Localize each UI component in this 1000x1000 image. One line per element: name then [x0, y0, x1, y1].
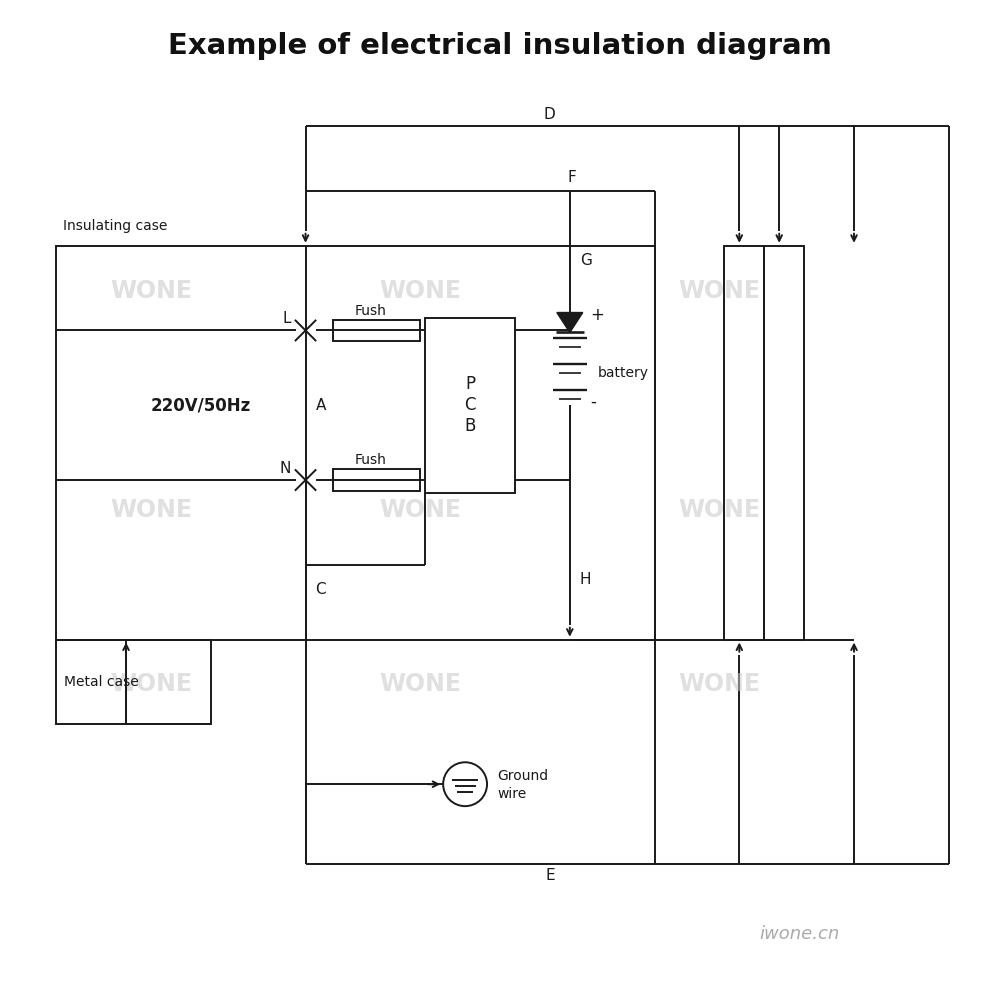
Text: Metal case: Metal case [64, 675, 139, 689]
Text: Example of electrical insulation diagram: Example of electrical insulation diagram [168, 32, 832, 60]
Text: WONE: WONE [678, 498, 760, 522]
Bar [333, 320, 420, 341]
Bar [333, 469, 420, 491]
Text: Fush: Fush [354, 453, 386, 467]
Text: battery: battery [598, 366, 649, 380]
Polygon shape [557, 313, 583, 332]
Text: iwone.cn: iwone.cn [759, 925, 839, 943]
Bar [56, 640, 211, 724]
Text: WONE: WONE [678, 279, 760, 303]
Text: WONE: WONE [110, 672, 192, 696]
Text: D: D [544, 107, 556, 122]
Text: Fush: Fush [354, 304, 386, 318]
Text: Insulating case: Insulating case [63, 219, 168, 233]
Text: WONE: WONE [678, 672, 760, 696]
Bar [764, 246, 804, 640]
Text: +: + [590, 306, 604, 324]
Text: N: N [279, 461, 291, 476]
Text: E: E [545, 868, 555, 883]
Text: P
C
B: P C B [464, 375, 476, 435]
Text: L: L [282, 311, 291, 326]
Text: H: H [580, 572, 591, 587]
Bar [425, 318, 515, 493]
Text: 220V/50Hz: 220V/50Hz [151, 396, 251, 414]
Text: -: - [590, 392, 596, 410]
Text: C: C [316, 582, 326, 597]
Text: F: F [567, 170, 576, 185]
Text: WONE: WONE [110, 279, 192, 303]
Text: G: G [580, 253, 592, 268]
Text: WONE: WONE [379, 498, 461, 522]
Text: WONE: WONE [110, 498, 192, 522]
Text: A: A [316, 398, 326, 413]
Bar [724, 246, 764, 640]
Text: wire: wire [497, 787, 526, 801]
Text: Ground: Ground [497, 769, 548, 783]
Text: WONE: WONE [379, 279, 461, 303]
Text: WONE: WONE [379, 672, 461, 696]
Bar [56, 246, 655, 640]
